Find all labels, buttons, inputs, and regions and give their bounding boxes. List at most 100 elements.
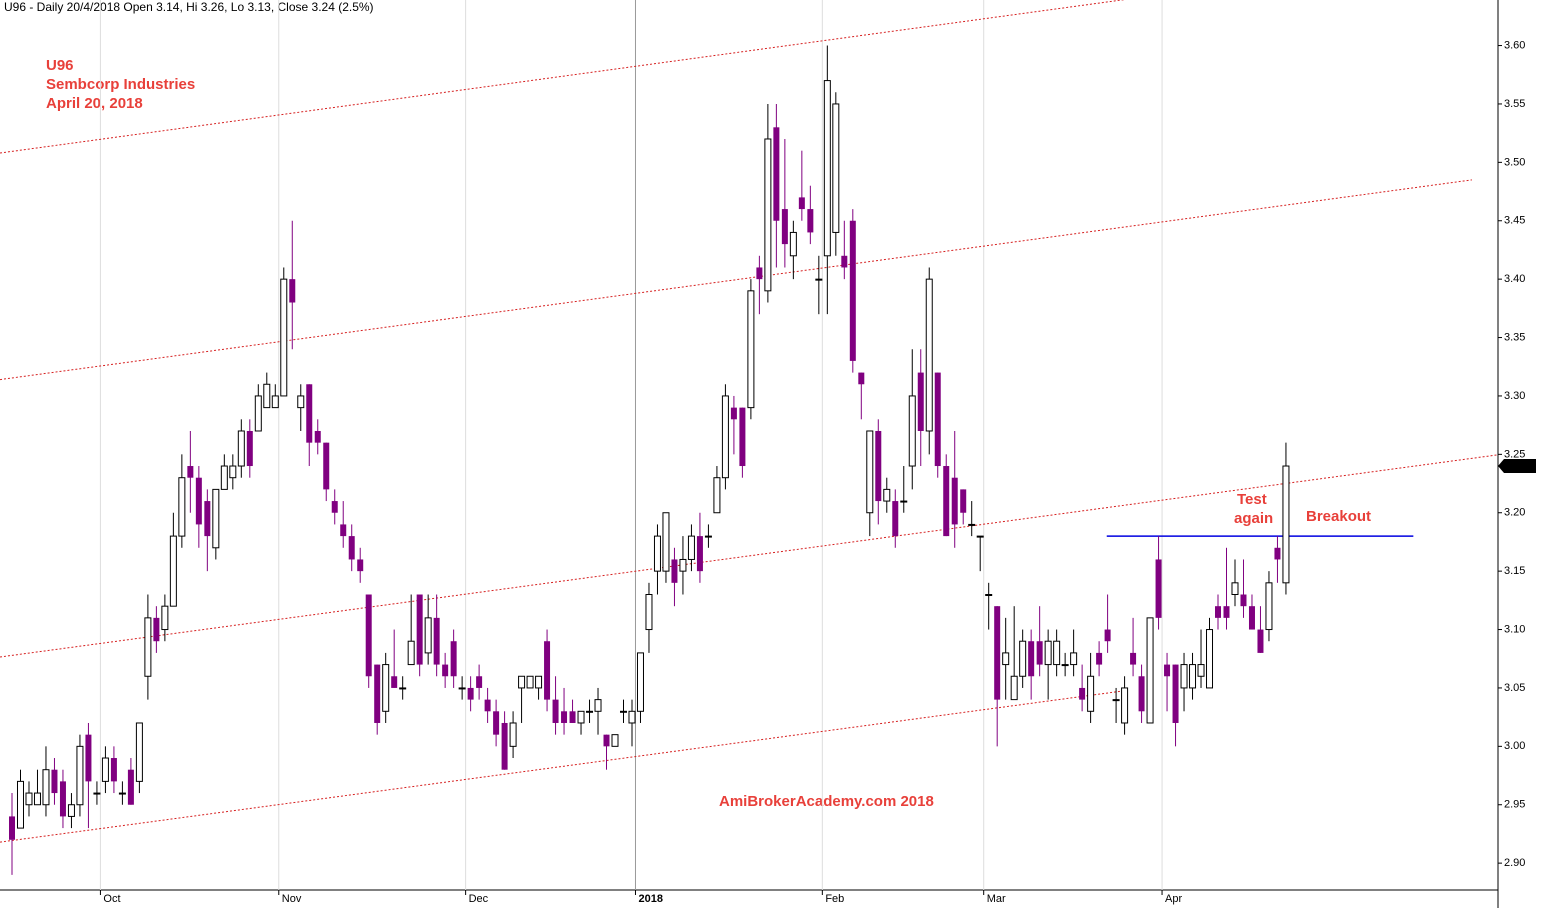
y-tick-label: 3.25 [1504, 448, 1525, 460]
candle-body [314, 430, 321, 443]
candle-body [1002, 652, 1010, 666]
candle-body [704, 535, 712, 538]
candle-body [518, 675, 526, 689]
candle-body [271, 395, 279, 409]
candle-body [33, 792, 41, 806]
candle-body [892, 501, 899, 537]
title-line: Sembcorp Industries [46, 76, 195, 93]
candle-body [127, 769, 134, 805]
candle-body [399, 687, 407, 690]
y-tick-label: 3.00 [1504, 740, 1525, 752]
candle-body [101, 757, 109, 782]
candle-body [297, 395, 305, 409]
candle-body [476, 676, 483, 688]
candle-body [1197, 664, 1205, 677]
candle-body [773, 127, 780, 221]
candle-body [653, 535, 661, 572]
title-line: U96 [46, 57, 74, 74]
candle-body [671, 559, 678, 583]
y-tick-label: 3.60 [1504, 39, 1525, 51]
candle-body [1155, 559, 1162, 618]
y-tick-label: 3.40 [1504, 273, 1525, 285]
candle-body [229, 465, 237, 479]
y-tick-label: 3.10 [1504, 623, 1525, 635]
candle-body [424, 617, 432, 654]
candle-body [67, 804, 75, 817]
candle-body [645, 594, 653, 631]
candle-body [569, 711, 576, 723]
candle-body [195, 477, 202, 525]
candle-body [391, 676, 398, 688]
candle-body [603, 734, 610, 747]
candle-body [1019, 640, 1027, 677]
candle-body [1130, 652, 1137, 665]
title-line: April 20, 2018 [46, 95, 143, 112]
candle-body [1164, 664, 1171, 677]
y-tick-label: 2.95 [1504, 799, 1525, 811]
candle-body [1138, 676, 1145, 712]
candle-body [875, 430, 882, 502]
candle-body [636, 652, 644, 712]
candle-body [450, 641, 457, 677]
candle-body [960, 489, 967, 513]
candle-body [883, 488, 891, 502]
candle-body [110, 758, 117, 782]
candle-body [951, 477, 958, 525]
candle-body [374, 664, 381, 723]
candle-body [484, 699, 491, 712]
candle-body [858, 372, 865, 385]
candle-body [85, 734, 92, 782]
candle-body [458, 687, 466, 690]
candle-body [662, 512, 670, 572]
candle-body [713, 477, 721, 514]
last-price-label: 3.24 [1508, 460, 1529, 472]
candle-body [1215, 606, 1222, 618]
candle-body [781, 209, 788, 245]
candle-body [687, 535, 695, 560]
candle-body [237, 430, 245, 467]
candle-body [968, 523, 976, 526]
candle-body [1172, 664, 1179, 723]
candle-body [1070, 652, 1078, 666]
candle-body [730, 407, 737, 420]
candle-body [407, 640, 415, 666]
candle-body [153, 617, 160, 642]
candle-body [561, 711, 568, 723]
candle-body [348, 536, 355, 560]
candle-body [365, 594, 372, 677]
x-tick-label: Nov [282, 893, 302, 905]
candle-body [1121, 687, 1129, 724]
candle-body [9, 816, 15, 840]
x-tick-label: 2018 [638, 893, 662, 905]
candle-body [1274, 547, 1281, 560]
x-tick-label: Oct [103, 893, 120, 905]
candle-body [93, 792, 101, 795]
y-tick-label: 3.05 [1504, 682, 1525, 694]
candle-body [1282, 465, 1290, 584]
y-tick-label: 3.45 [1504, 215, 1525, 227]
candle-body [467, 687, 474, 700]
candle-body [577, 710, 585, 724]
candle-body [51, 769, 58, 794]
candle-body [679, 558, 687, 572]
candle-body [1112, 699, 1120, 702]
candle-body [1240, 594, 1247, 607]
candle-body [1265, 582, 1273, 631]
candle-body [323, 442, 330, 490]
x-tick-label: Apr [1165, 893, 1182, 905]
candle-body [501, 722, 508, 770]
candle-body [1053, 640, 1061, 666]
candle-body [59, 781, 66, 817]
candle-body [1061, 664, 1069, 667]
candle-body [789, 231, 797, 257]
candle-body [442, 664, 449, 677]
candle-body [925, 278, 933, 432]
candle-body [1223, 606, 1230, 618]
y-tick-label: 3.35 [1504, 331, 1525, 343]
candle-body [135, 722, 143, 782]
watermark: AmiBrokerAcademy.com 2018 [719, 793, 934, 810]
candle-body [823, 80, 831, 257]
candle-body [747, 290, 755, 409]
candle-body [1096, 652, 1103, 665]
